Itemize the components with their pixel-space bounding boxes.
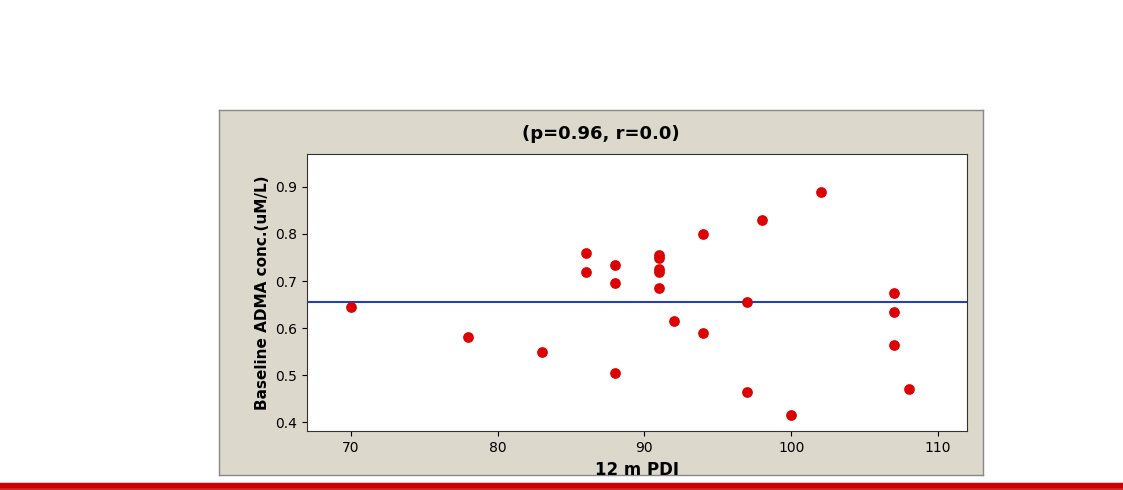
Point [577, 249, 595, 257]
Point [665, 317, 683, 325]
Point [650, 284, 668, 292]
Point [650, 266, 668, 273]
Point [650, 251, 668, 259]
Point [606, 279, 624, 287]
Point [783, 411, 801, 419]
Point [885, 341, 903, 348]
Point [650, 254, 668, 262]
Point [577, 268, 595, 275]
Point [606, 369, 624, 377]
Point [606, 261, 624, 269]
Point [459, 334, 477, 342]
Text: (p=0.96, r=0.0): (p=0.96, r=0.0) [522, 125, 679, 143]
Point [812, 188, 830, 196]
Point [532, 347, 550, 355]
Point [738, 388, 756, 395]
Point [752, 216, 770, 224]
Point [341, 303, 359, 311]
Point [694, 329, 712, 337]
Point [885, 289, 903, 296]
Point [885, 308, 903, 316]
Point [738, 298, 756, 306]
Point [650, 268, 668, 275]
Point [900, 385, 917, 393]
Point [694, 230, 712, 238]
X-axis label: 12 m PDI: 12 m PDI [595, 461, 679, 479]
Y-axis label: Baseline ADMA conc.(uM/L): Baseline ADMA conc.(uM/L) [255, 175, 270, 410]
